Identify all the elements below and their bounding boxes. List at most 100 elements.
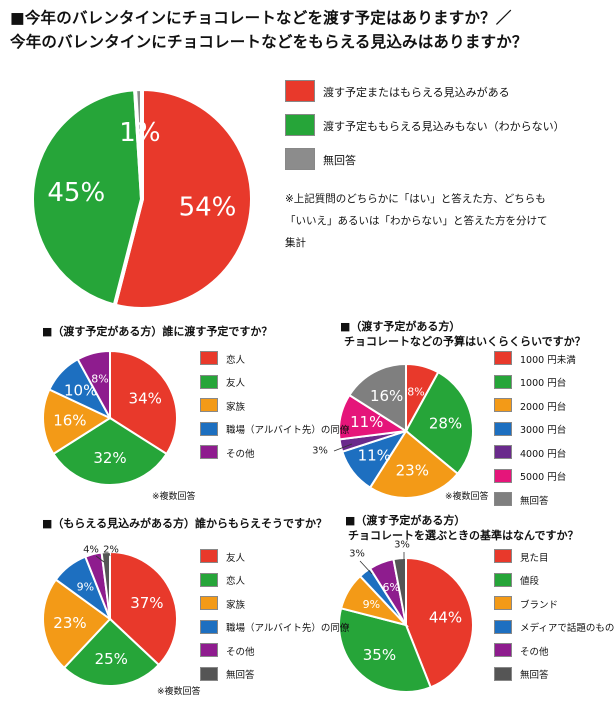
main-title-line1: ■今年のバレンタインにチョコレートなどを渡す予定はありますか？／ (10, 9, 512, 27)
give-to-legend-label: 家族 (226, 401, 246, 413)
receive-from-legend-swatch (200, 643, 218, 657)
criteria-slice-label-4: 6% (382, 581, 399, 594)
give-to-legend-label: その他 (226, 448, 255, 460)
survey-footnote: ※上記質問のどちらかに「はい」と答えた方、どちらも 「いいえ」あるいは「わからな… (285, 188, 610, 254)
footnote-line1: ※上記質問のどちらかに「はい」と答えた方、どちらも (285, 193, 546, 205)
give-to-legend-swatch (200, 351, 218, 365)
criteria-slice-label-1: 35% (363, 646, 396, 664)
receive-from-legend-label: 無回答 (226, 670, 255, 682)
budget-legend-label: 1000 円台 (520, 378, 567, 390)
criteria-legend-label: 値段 (520, 576, 540, 588)
budget-legend-swatch (494, 445, 512, 459)
receive-from-slice-label-3: 9% (77, 581, 94, 594)
receive-from-legend-swatch (200, 596, 218, 610)
budget-legend-swatch (494, 421, 512, 436)
receive-from-note: ※複数回答 (157, 687, 201, 697)
criteria-legend-swatch (494, 572, 512, 587)
criteria-legend-swatch (494, 643, 512, 657)
give-to-slice-label-1: 32% (93, 449, 126, 467)
give-to-legend-swatch (200, 374, 218, 389)
budget-legend-label: 3000 円台 (520, 425, 567, 437)
criteria-slice-label-2: 9% (363, 598, 380, 611)
budget-slice-1 (404, 370, 474, 476)
receive-from-slice-0 (109, 550, 178, 667)
receive-from-slice-label-2: 23% (53, 614, 86, 632)
give-to-slice-label-2: 16% (53, 412, 86, 430)
give-to-legend-label: 友人 (226, 378, 246, 390)
receive-from-legend-label: 家族 (226, 599, 246, 611)
receive-from-legend-label: 職場（アルバイト先）の同僚 (226, 623, 350, 635)
footnote-line3: 集計 (285, 237, 306, 249)
main-slice-1 (30, 87, 145, 308)
criteria-slice-1 (338, 607, 432, 693)
footnote-line2: 「いいえ」あるいは「わからない」と答えた方を分けて (285, 215, 548, 227)
budget-legend-label: 5000 円台 (520, 472, 567, 484)
receive-from-title: ■（もらえる見込みがある方）誰からもらえそうですか？ (42, 517, 328, 530)
main-slice-2 (132, 86, 144, 200)
receive-from-slice-label-5: 2% (103, 545, 119, 556)
budget-legend-label: 1000 円未満 (520, 354, 576, 366)
budget-title-line1: ■（渡す予定がある方） (340, 320, 461, 333)
main-slice-label-1: 45% (47, 178, 105, 208)
main-legend-label: 渡す予定またはもらえる見込みがある (323, 85, 510, 99)
receive-from-legend-swatch (200, 572, 218, 587)
budget-slice-label-5: 11% (350, 413, 383, 431)
criteria-legend-swatch (494, 619, 512, 634)
criteria-legend-label: その他 (520, 646, 549, 658)
give-to-legend-label: 恋人 (226, 354, 246, 366)
give-to-title: ■（渡す予定がある方）誰に渡す予定ですか？ (42, 325, 273, 338)
budget-slice-6 (348, 362, 407, 433)
give-to-slice-0 (109, 349, 178, 456)
budget-slice-label-3: 11% (358, 447, 391, 465)
budget-slice-2 (368, 429, 460, 499)
budget-legend-swatch (494, 374, 512, 389)
criteria-legend-swatch (494, 666, 512, 681)
budget-title-line2: チョコレートなどの予算はいくらくらいですか？ (344, 335, 586, 348)
budget-3pct-leader (333, 443, 353, 452)
criteria-legend-label: メディアで話題のもの (520, 623, 615, 635)
receive-4pct-leader (95, 555, 105, 563)
receive-from-slice-4 (84, 551, 111, 620)
give-to-slice-2 (42, 388, 113, 456)
give-to-slice-label-3: 10% (64, 381, 97, 399)
receive-from-slice-label-1: 25% (95, 650, 128, 668)
give-to-slice-1 (52, 416, 168, 486)
give-to-note: ※複数回答 (152, 492, 196, 502)
criteria-legend-swatch (494, 549, 512, 563)
budget-legend-label: 無回答 (520, 495, 549, 507)
criteria-slice-3 (358, 567, 407, 626)
criteria-slice-4 (368, 558, 407, 626)
criteria-slice-2 (339, 574, 410, 627)
give-to-slice-label-4: 8% (91, 373, 108, 386)
budget-slice-label-1: 28% (429, 414, 462, 432)
main-slice-label-0: 54% (179, 192, 237, 222)
criteria-slice-5 (392, 556, 407, 626)
receive-from-slice-3 (54, 555, 113, 622)
budget-slice-label-4: 3% (312, 446, 328, 457)
main-legend-label: 渡す予定ももらえる見込みもない（わからない） (323, 119, 565, 133)
budget-slice-3 (341, 429, 409, 489)
give-to-slice-label-0: 34% (129, 390, 162, 408)
criteria-slice-0 (405, 556, 474, 689)
main-slice-0 (112, 86, 254, 311)
criteria-title-line1: ■（渡す予定がある方） (345, 514, 466, 527)
budget-slice-label-6: 16% (370, 387, 403, 405)
receive-from-legend-swatch (200, 666, 218, 681)
receive-from-legend-label: その他 (226, 646, 255, 658)
budget-legend-swatch (494, 398, 512, 412)
receive-from-legend-swatch (200, 549, 218, 563)
budget-legend-label: 4000 円台 (520, 448, 567, 460)
receive-from-legend-label: 恋人 (226, 576, 246, 588)
criteria-legend-label: 見た目 (520, 552, 549, 564)
receive-from-slice-2 (42, 578, 112, 670)
receive-from-legend-label: 友人 (226, 552, 246, 564)
criteria-3pct-leader-a (359, 560, 373, 575)
give-to-slice-4 (76, 349, 111, 419)
receive-from-legend-swatch (200, 619, 218, 634)
budget-legend-label: 2000 円台 (520, 401, 567, 413)
budget-slice-label-2: 23% (396, 462, 429, 480)
main-title-line2: 今年のバレンタインにチョコレートなどをもらえる見込みはありますか？ (10, 33, 528, 51)
budget-slice-label-0: 8% (407, 386, 424, 399)
receive-from-slice-label-0: 37% (130, 594, 163, 612)
receive-2pct-leader (108, 552, 111, 557)
